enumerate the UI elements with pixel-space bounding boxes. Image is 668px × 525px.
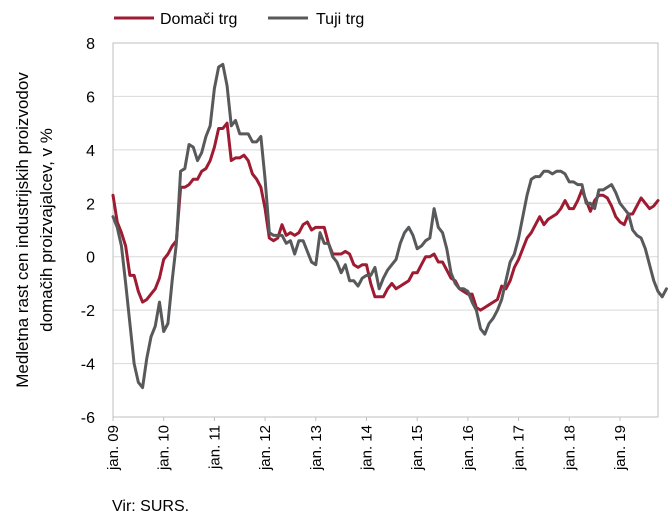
y-tick-label: -4	[81, 357, 95, 374]
plot-frame	[112, 42, 659, 418]
x-tick-label: jan. 18	[561, 425, 578, 471]
y-tick-label: 2	[86, 196, 95, 213]
grid-lines	[113, 95, 658, 365]
series-line-0	[111, 121, 660, 312]
x-tick-label: jan. 14	[358, 425, 375, 471]
x-tick-label: jan. 10	[156, 425, 173, 471]
x-tick-label: jan. 19	[612, 425, 629, 471]
y-tick-label: 8	[86, 36, 95, 53]
y-tick-label: 6	[86, 89, 95, 106]
series-lines	[111, 62, 668, 390]
series-line-1	[111, 62, 668, 390]
y-axis-label: Medletna rast cen industrijskih proizvod…	[13, 72, 32, 388]
y-tick-label: -6	[81, 410, 95, 427]
x-tick-label: jan. 09	[105, 425, 122, 471]
axes	[112, 42, 659, 421]
legend-label: Tuji trg	[316, 11, 364, 28]
x-tick-label: jan. 15	[409, 425, 426, 471]
x-tick-label: jan. 12	[257, 425, 274, 471]
y-tick-label: 4	[86, 143, 95, 160]
axis-labels: -6 -4 -2 0 2 4 6 8 jan. 09 jan. 10 jan. 11 jan. 12 j…	[13, 36, 629, 515]
x-tick-label: jan. 17	[511, 425, 528, 471]
x-tick-label: jan. 13	[308, 425, 325, 471]
legend: Domači trg Tuji trg	[114, 11, 364, 28]
y-tick-label: -2	[81, 303, 95, 320]
legend-label: Domači trg	[160, 11, 237, 28]
source-note: Vir: SURS.	[112, 498, 189, 515]
y-tick-label: 0	[86, 250, 95, 267]
x-tick-label: jan. 11	[206, 425, 223, 470]
y-axis-label: domačih proizvajalcev, v %	[37, 128, 56, 332]
x-tick-label: jan. 16	[460, 425, 477, 471]
